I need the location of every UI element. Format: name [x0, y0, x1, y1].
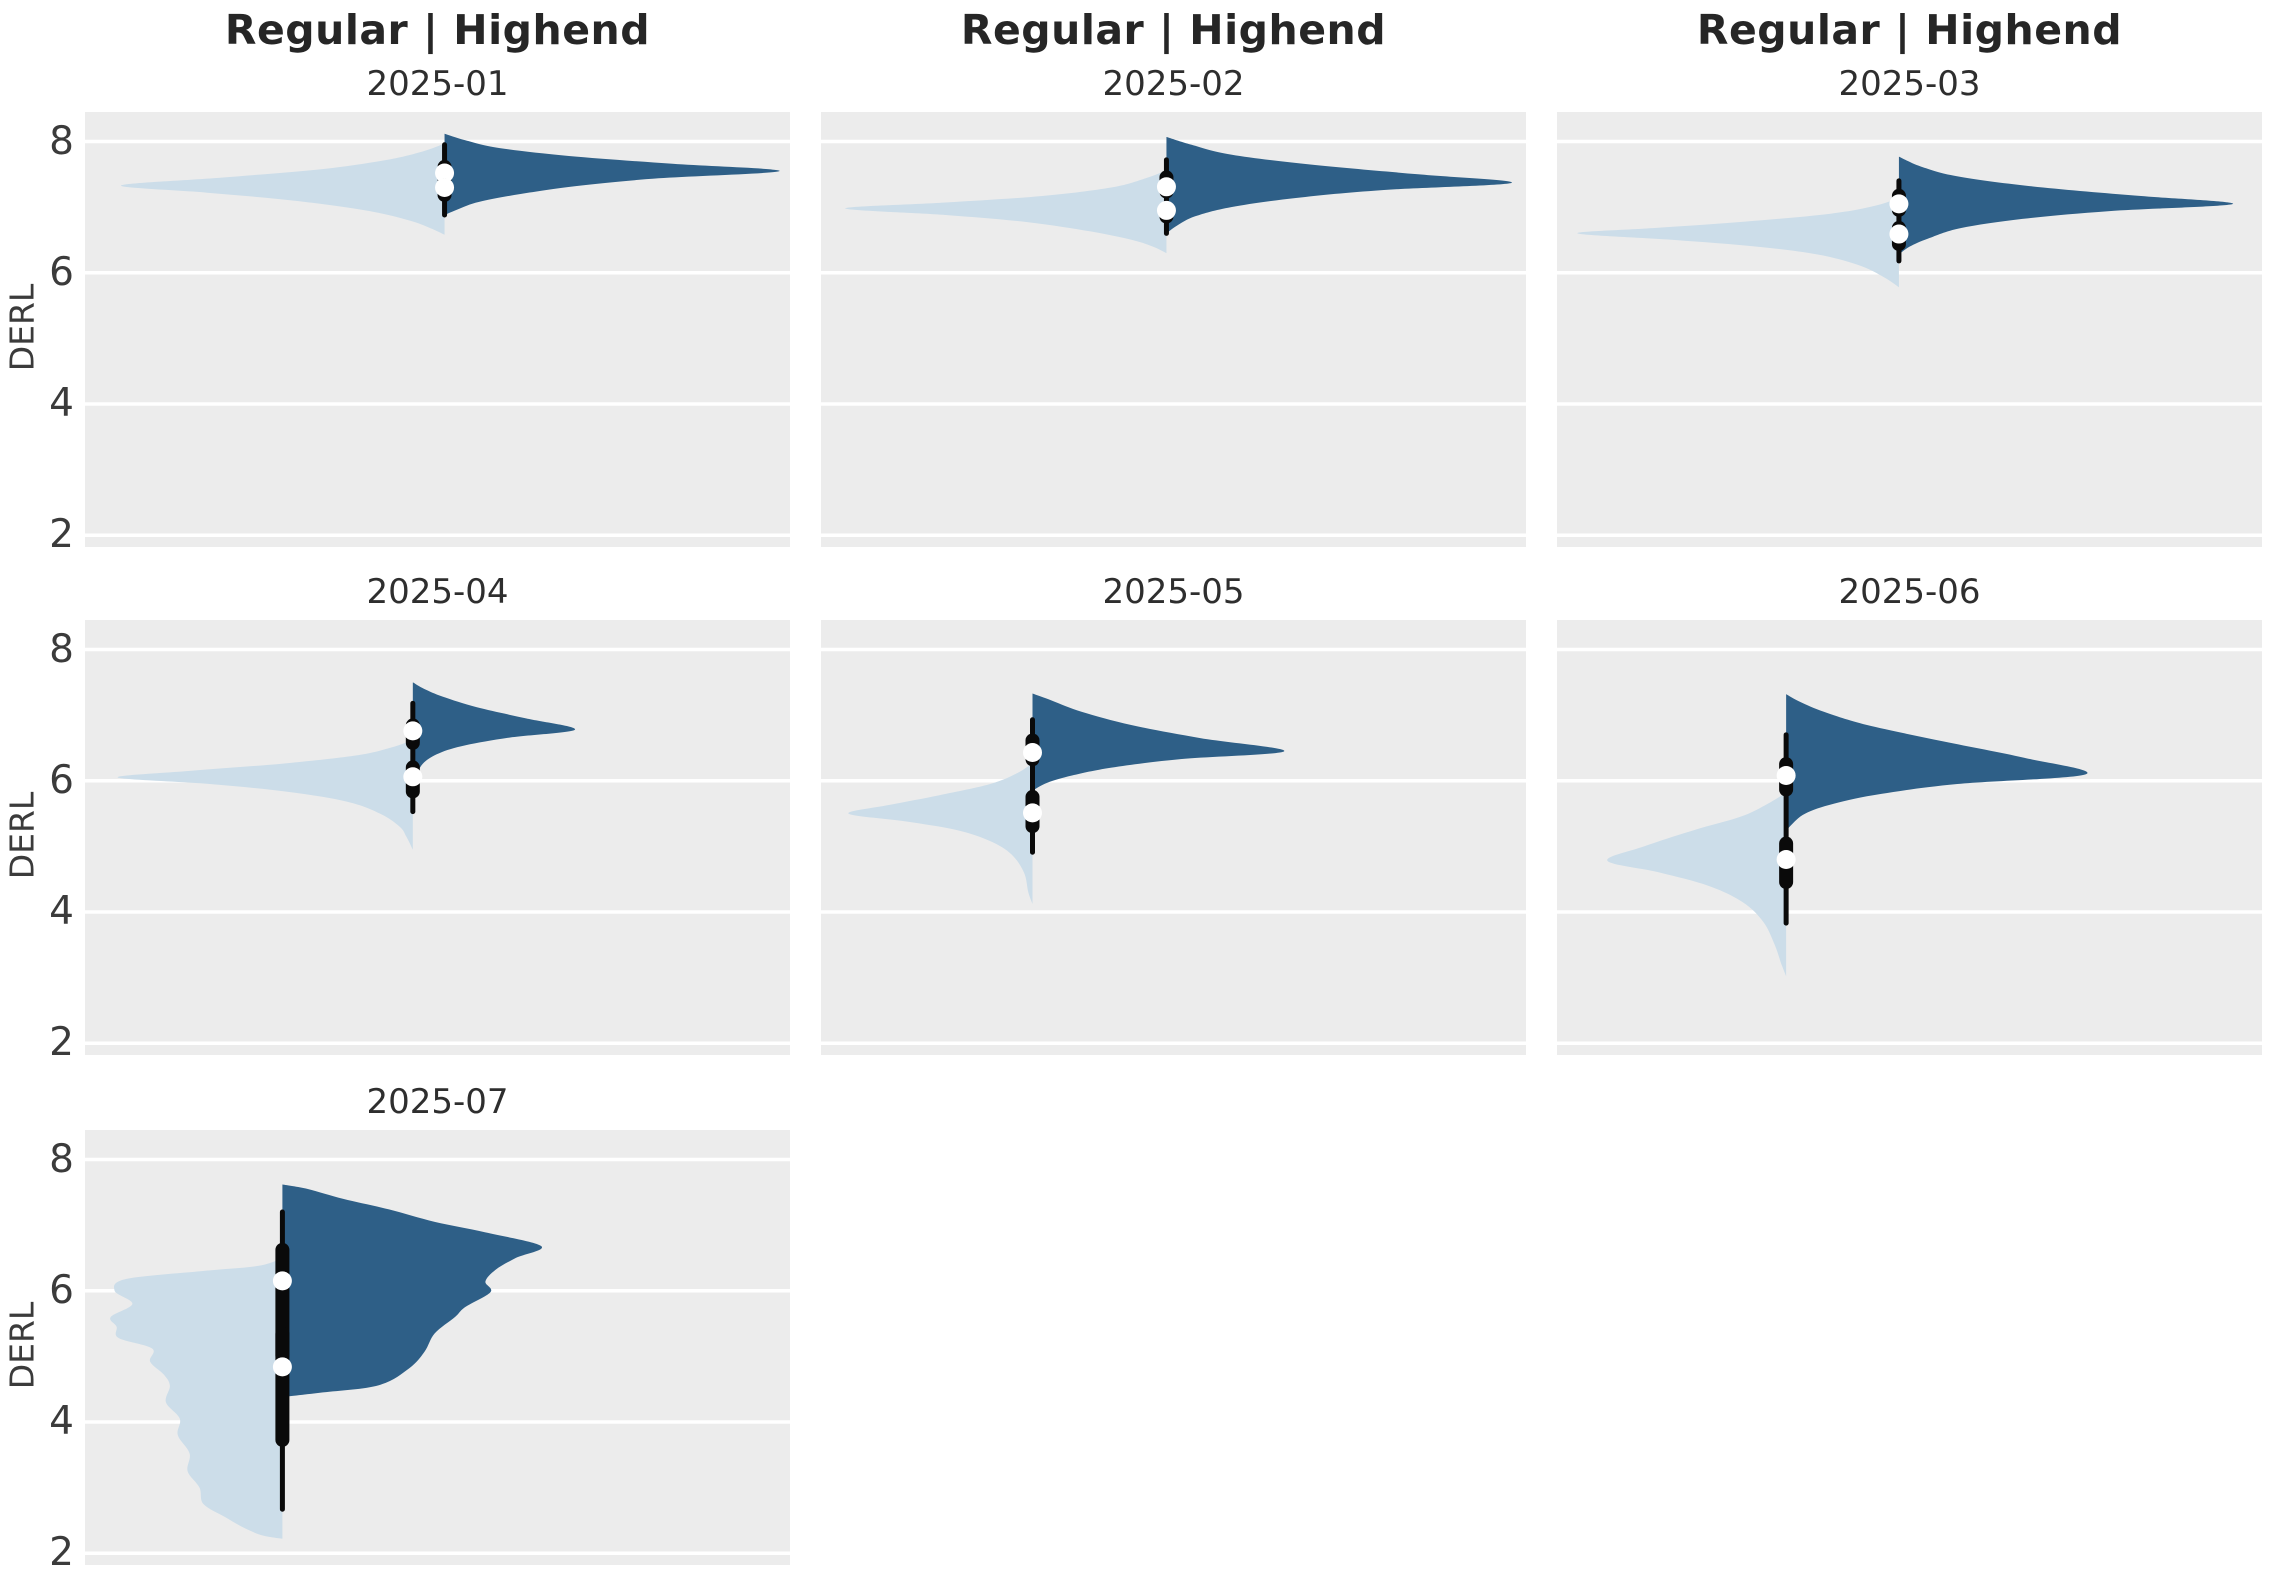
regular-median-dot	[272, 1357, 292, 1377]
y-tick-label: 8	[49, 1136, 74, 1182]
y-tick-label: 8	[49, 118, 74, 164]
y-tick-label: 8	[49, 626, 74, 672]
highend-median-dot	[272, 1271, 292, 1291]
violin-panel	[1557, 620, 2262, 1055]
y-tick-label: 6	[49, 249, 74, 295]
y-tick-label: 2	[49, 1530, 74, 1576]
facet-title: 2025-05	[1102, 572, 1245, 612]
highend-median-dot	[1776, 765, 1796, 785]
regular-median-dot	[1023, 803, 1042, 823]
suptitle-col-1: Regular | Highend	[224, 6, 651, 54]
highend-median-dot	[1023, 743, 1042, 763]
panel-background	[821, 620, 1526, 1055]
suptitle-col-3: Regular | Highend	[1696, 6, 2123, 54]
regular-median-dot	[1156, 200, 1176, 220]
highend-violin-shape	[412, 682, 576, 786]
regular-violin-shape	[120, 143, 445, 235]
highend-median-dot	[1156, 177, 1176, 197]
facet-title: 2025-07	[366, 1082, 509, 1122]
regular-median-dot	[1776, 849, 1796, 869]
highend-median-dot	[1889, 194, 1909, 214]
panel-background	[85, 620, 790, 1055]
highend-violin-shape	[1898, 156, 2234, 255]
regular-violin-shape	[110, 1257, 283, 1539]
highend-median-dot	[403, 721, 423, 741]
suptitle-col-2: Regular | Highend	[960, 6, 1387, 54]
highend-violin-shape	[444, 133, 780, 215]
violin-panel	[1557, 112, 2262, 547]
violin-panel	[85, 112, 790, 547]
panel-background	[1557, 620, 2262, 1055]
y-tick-label: 6	[49, 757, 74, 803]
regular-violin-shape	[1607, 792, 1787, 977]
highend-violin-shape	[1166, 136, 1512, 234]
regular-median-dot	[1889, 224, 1909, 244]
y-tick-label: 4	[49, 888, 74, 934]
violin-panel	[821, 112, 1526, 547]
highend-violin-shape	[1786, 694, 2088, 832]
violin-panel	[85, 620, 790, 1055]
facet-title: 2025-01	[366, 64, 509, 104]
regular-violin-shape	[117, 740, 413, 850]
facet-title: 2025-06	[1838, 572, 1981, 612]
violin-panel	[821, 620, 1526, 1055]
regular-median-dot	[403, 767, 423, 787]
facet-title: 2025-02	[1102, 64, 1245, 104]
highend-violin-shape	[282, 1184, 543, 1397]
facet-title: 2025-04	[366, 572, 509, 612]
highend-violin-shape	[1032, 693, 1285, 791]
y-tick-label: 4	[49, 1398, 74, 1444]
y-tick-label: 2	[49, 1020, 74, 1066]
facet-title: 2025-03	[1838, 64, 1981, 104]
highend-median-dot	[435, 163, 455, 183]
regular-violin-shape	[848, 763, 1033, 905]
violin-panel	[85, 1130, 790, 1565]
regular-median-dot	[435, 177, 455, 197]
regular-violin-shape	[1577, 198, 1899, 288]
regular-violin-shape	[845, 170, 1167, 254]
y-tick-label: 6	[49, 1267, 74, 1313]
regular-box	[275, 1326, 290, 1447]
y-tick-label: 2	[49, 512, 74, 558]
y-tick-label: 4	[49, 380, 74, 426]
